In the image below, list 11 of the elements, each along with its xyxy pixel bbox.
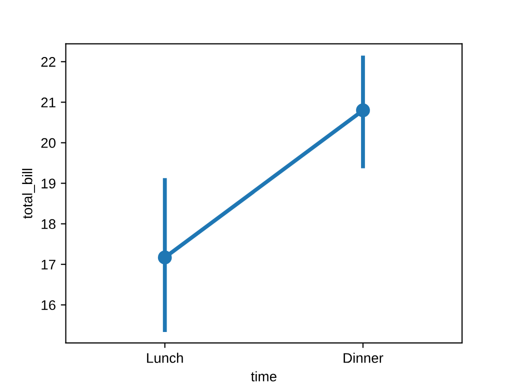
x-tick-label: Lunch: [147, 352, 183, 363]
x-axis-title: time: [251, 371, 276, 382]
y-tick-label: 18: [42, 219, 56, 229]
x-tick-label: Dinner: [344, 352, 384, 363]
y-axis-title: total_bill: [22, 168, 35, 219]
y-tick-label: 19: [42, 178, 56, 188]
y-tick-label: 21: [41, 98, 56, 108]
y-tick-label: 17: [42, 260, 56, 270]
y-tick-label: 22: [41, 57, 56, 67]
y-tick-label: 16: [42, 300, 56, 310]
y-tick-label: 20: [41, 138, 56, 148]
